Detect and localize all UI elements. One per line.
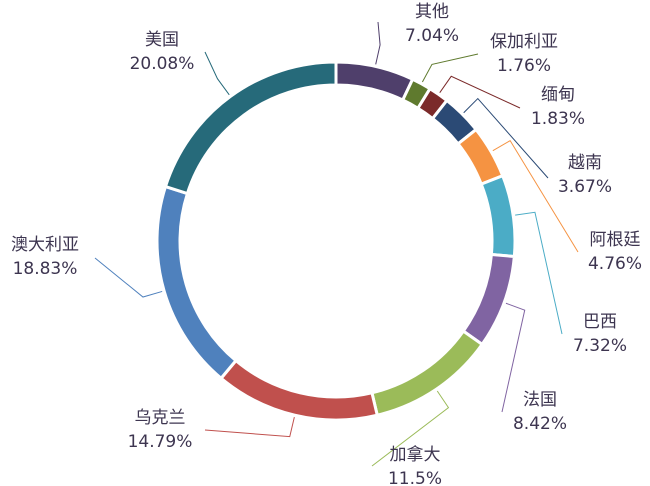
leader-line — [492, 139, 579, 253]
slice-label: 美国 — [145, 30, 179, 50]
slice-label: 法国 — [523, 390, 557, 410]
slice-label: 加拿大 — [390, 444, 441, 465]
leader-line — [515, 211, 563, 335]
slice-label: 澳大利亚 — [11, 235, 79, 255]
leader-line — [421, 53, 479, 83]
donut-slice — [334, 60, 415, 103]
leader-line — [94, 257, 163, 298]
slice-label: 其他 — [415, 2, 449, 22]
leader-line — [204, 51, 230, 96]
value-label: 4.76% — [588, 254, 642, 274]
value-label: 20.08% — [130, 54, 195, 74]
leader-line — [439, 75, 521, 109]
leader-line — [501, 302, 526, 413]
value-label: 14.79% — [128, 432, 193, 452]
donut-slice — [155, 184, 238, 381]
donut-slice — [163, 60, 338, 196]
value-label: 11.5% — [388, 469, 442, 486]
value-label: 1.83% — [531, 109, 585, 129]
value-label: 7.04% — [405, 26, 459, 46]
value-label: 18.83% — [13, 259, 78, 279]
leader-line — [375, 21, 381, 65]
donut-slice — [455, 127, 505, 187]
value-label: 3.67% — [558, 177, 612, 197]
slice-label: 保加利亚 — [490, 32, 558, 52]
slice-label: 乌克兰 — [135, 408, 186, 428]
leader-line — [371, 390, 450, 467]
leader-line — [204, 417, 295, 438]
donut-slice — [461, 252, 516, 347]
leader-line — [463, 97, 549, 179]
value-label: 8.42% — [513, 414, 567, 434]
slice-label: 缅甸 — [541, 85, 575, 105]
value-label: 1.76% — [497, 56, 551, 76]
donut-slice — [219, 358, 380, 422]
value-label: 7.32% — [573, 336, 627, 356]
donut-slice — [479, 173, 517, 259]
slice-label: 阿根廷 — [590, 230, 641, 250]
donut-slice — [370, 329, 485, 417]
slice-label: 越南 — [568, 153, 602, 173]
slice-label: 巴西 — [583, 312, 617, 332]
